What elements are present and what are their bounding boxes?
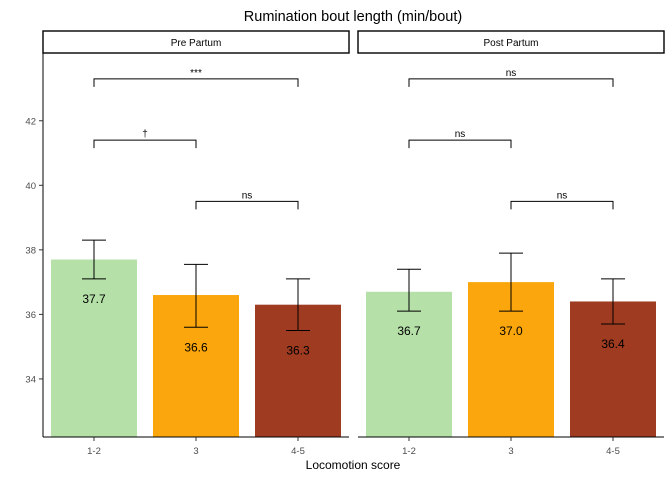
error-bar	[82, 239, 106, 280]
x-tick-label: 4-5	[291, 446, 305, 457]
bar	[51, 259, 137, 437]
x-tick-label: 4-5	[606, 446, 620, 457]
data-label: 36.6	[184, 340, 208, 354]
data-label: 37.0	[499, 324, 523, 338]
x-axis-title: Locomotion score	[306, 458, 401, 472]
chart-title: Rumination bout length (min/bout)	[244, 9, 462, 25]
error-bar	[499, 252, 523, 312]
bracket-line	[93, 78, 299, 87]
bracket-line	[510, 200, 614, 210]
significance-label: †	[142, 129, 148, 140]
facet-panel: Pre Partum 37.7 36.6 36.3 *** † ns 1-2 3 4-5	[42, 30, 350, 457]
data-label: 36.4	[601, 337, 625, 351]
facet-strip-label: Pre Partum	[171, 38, 222, 49]
y-tick-label: 38	[25, 245, 36, 256]
bracket-line	[408, 139, 512, 149]
error-bar	[601, 278, 625, 325]
bracket-line	[195, 200, 299, 210]
facet-strip-label: Post Partum	[483, 38, 538, 49]
significance-bracket	[93, 78, 299, 87]
significance-label: ***	[190, 68, 202, 79]
error-bar	[397, 268, 421, 312]
y-tick-label: 40	[25, 181, 36, 192]
significance-label: ns	[242, 190, 253, 201]
error-bar	[184, 263, 208, 328]
data-label: 37.7	[82, 292, 106, 306]
significance-bracket	[510, 200, 614, 210]
facet-panel: Post Partum 36.7 37.0 36.4 ns ns ns 1-2 3 4-5	[357, 30, 665, 457]
significance-label: ns	[557, 190, 568, 201]
significance-label: ns	[506, 68, 517, 79]
significance-bracket	[408, 78, 614, 87]
y-tick-label: 42	[25, 116, 36, 127]
x-tick-label: 3	[508, 446, 513, 457]
x-tick-label: 1-2	[87, 446, 101, 457]
significance-bracket	[408, 139, 512, 149]
bracket-line	[93, 139, 197, 149]
y-tick-label: 34	[25, 374, 36, 385]
facet-strip	[42, 30, 350, 54]
y-tick-label: 36	[25, 310, 36, 321]
significance-bracket	[93, 139, 197, 149]
x-tick-label: 1-2	[402, 446, 416, 457]
data-label: 36.3	[286, 344, 310, 358]
bracket-line	[408, 78, 614, 87]
facet-strip	[357, 30, 665, 54]
x-tick-label: 3	[193, 446, 198, 457]
significance-bracket	[195, 200, 299, 210]
data-label: 36.7	[397, 324, 421, 338]
significance-label: ns	[455, 129, 466, 140]
bar	[366, 291, 452, 437]
error-bar	[286, 278, 310, 332]
